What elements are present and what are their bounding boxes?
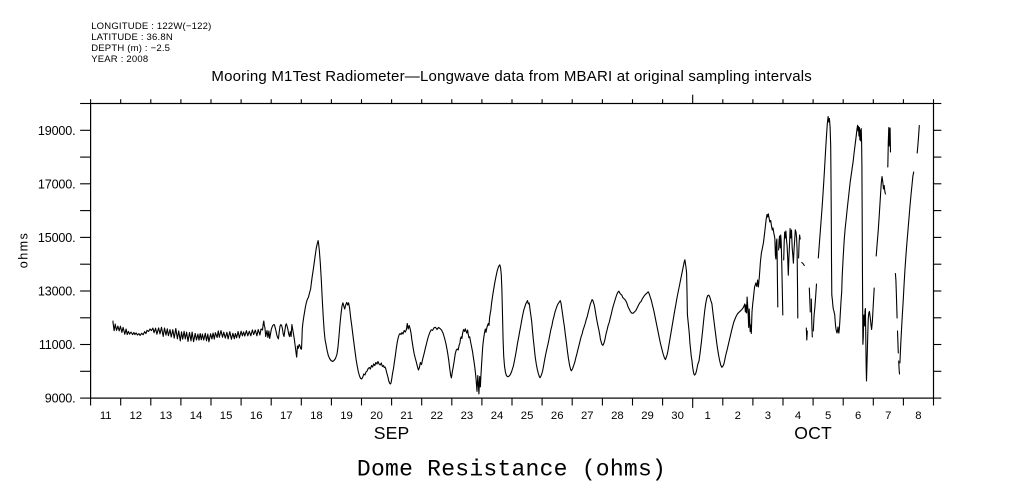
svg-text:24: 24 (491, 410, 504, 422)
svg-text:14: 14 (190, 410, 203, 422)
svg-text:OCT: OCT (794, 423, 832, 443)
svg-text:8: 8 (915, 410, 921, 422)
svg-text:13: 13 (160, 410, 173, 422)
svg-text:2: 2 (735, 410, 741, 422)
svg-text:17000.: 17000. (38, 177, 76, 191)
svg-text:23: 23 (461, 410, 474, 422)
svg-text:1: 1 (705, 410, 711, 422)
svg-text:17: 17 (280, 410, 293, 422)
svg-text:LATITUDE : 36.8N: LATITUDE : 36.8N (91, 32, 173, 43)
svg-text:29: 29 (641, 410, 654, 422)
svg-text:11000.: 11000. (39, 338, 76, 352)
svg-text:19000.: 19000. (38, 124, 76, 138)
svg-text:15: 15 (220, 410, 233, 422)
svg-text:13000.: 13000. (38, 285, 76, 299)
svg-text:19: 19 (340, 410, 353, 422)
svg-text:YEAR : 2008: YEAR : 2008 (91, 54, 148, 65)
svg-text:22: 22 (431, 410, 444, 422)
svg-text:5: 5 (825, 410, 831, 422)
svg-text:16: 16 (250, 410, 263, 422)
svg-text:21: 21 (400, 410, 413, 422)
svg-text:LONGITUDE : 122W(−122): LONGITUDE : 122W(−122) (91, 21, 211, 32)
svg-text:25: 25 (521, 410, 534, 422)
svg-text:SEP: SEP (374, 423, 410, 443)
svg-text:DEPTH (m) : −2.5: DEPTH (m) : −2.5 (91, 43, 170, 54)
svg-text:27: 27 (581, 410, 594, 422)
svg-text:12: 12 (130, 410, 143, 422)
svg-text:7: 7 (885, 410, 891, 422)
svg-text:18: 18 (310, 410, 323, 422)
svg-text:Dome Resistance (ohms): Dome Resistance (ohms) (357, 457, 666, 483)
svg-text:ohms: ohms (17, 232, 31, 268)
svg-text:3: 3 (765, 410, 771, 422)
svg-text:6: 6 (855, 410, 861, 422)
svg-text:4: 4 (795, 410, 801, 422)
svg-text:20: 20 (370, 410, 383, 422)
svg-text:26: 26 (551, 410, 564, 422)
svg-text:30: 30 (671, 410, 684, 422)
svg-text:15000.: 15000. (38, 231, 76, 245)
svg-text:Mooring M1Test Radiometer—Long: Mooring M1Test Radiometer—Longwave data … (211, 68, 812, 85)
svg-text:9000.: 9000. (45, 392, 76, 406)
svg-text:28: 28 (611, 410, 624, 422)
svg-text:11: 11 (100, 410, 112, 422)
